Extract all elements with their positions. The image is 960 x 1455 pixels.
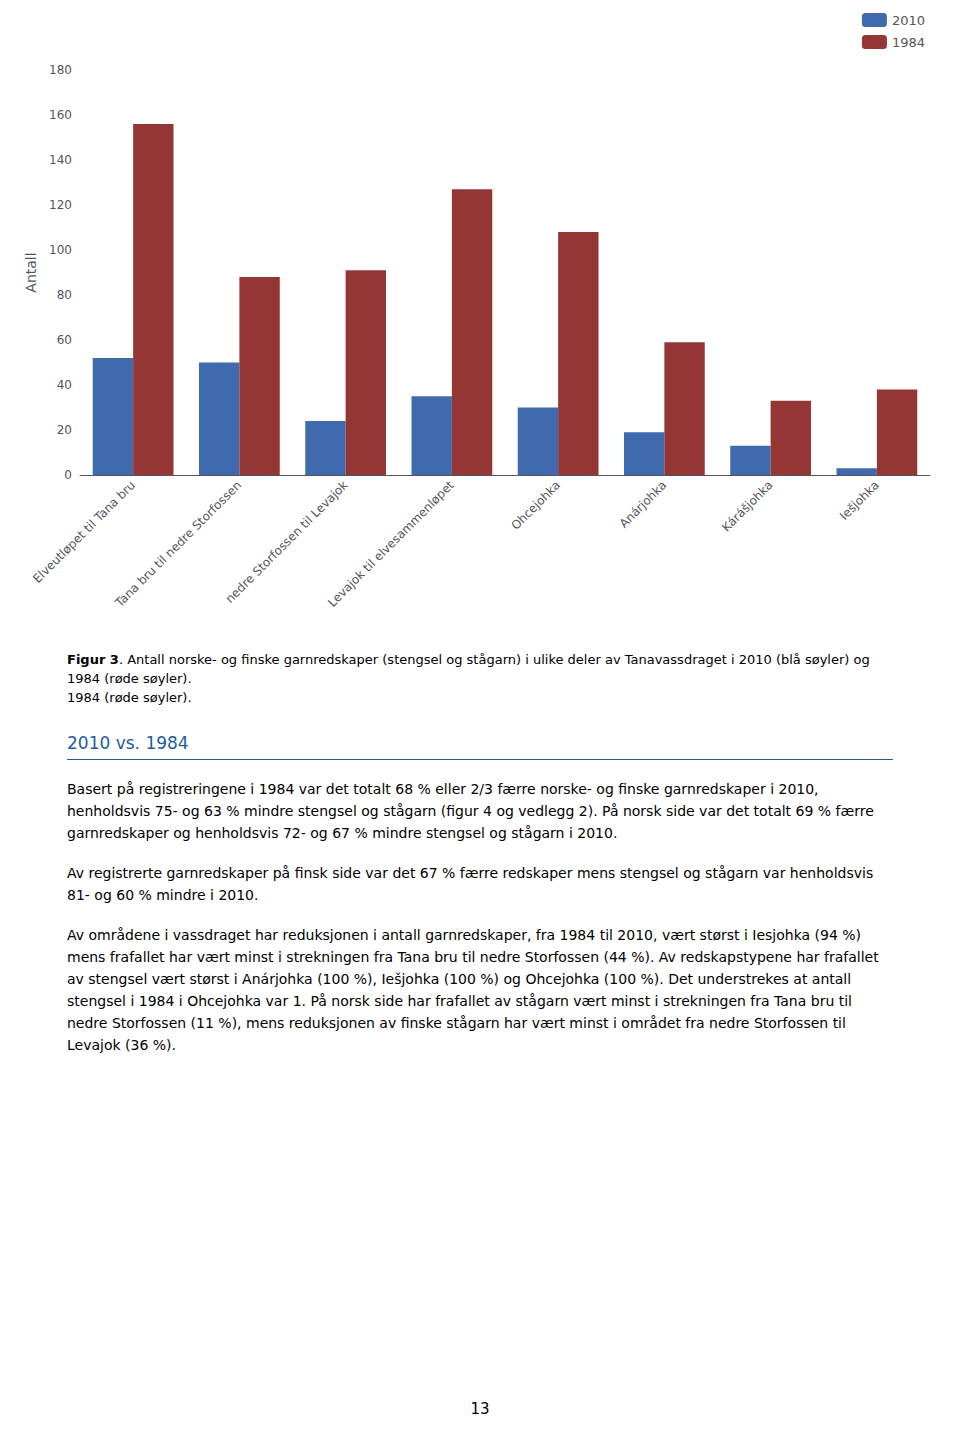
- svg-text:Anárjohka: Anárjohka: [617, 478, 670, 531]
- svg-text:2010: 2010: [892, 13, 925, 28]
- svg-text:0: 0: [64, 468, 72, 482]
- svg-text:80: 80: [57, 288, 72, 302]
- html-text:Basert på registreringene i 19: Basert på registreringene i 1984 var det…: [67, 781, 874, 841]
- svg-text:60: 60: [57, 333, 72, 347]
- svg-text:1984: 1984: [892, 35, 925, 50]
- svg-text:nedre Storfossen til Levajok: nedre Storfossen til Levajok: [223, 478, 351, 606]
- svg-text:Antall: Antall: [23, 252, 39, 292]
- svg-text:140: 140: [49, 153, 72, 167]
- svg-text:160: 160: [49, 108, 72, 122]
- svg-text:Kárášjohka: Kárášjohka: [719, 478, 775, 534]
- svg-text:100: 100: [49, 243, 72, 257]
- svg-text:Levajok til elvesammenløpet: Levajok til elvesammenløpet: [325, 478, 457, 610]
- svg-text:180: 180: [49, 63, 72, 77]
- svg-text:40: 40: [57, 378, 72, 392]
- html-text:2010 vs. 1984: 2010 vs. 1984: [67, 733, 189, 753]
- svg-text:120: 120: [49, 198, 72, 212]
- svg-text:Tana bru til nedre Storfossen: Tana bru til nedre Storfossen: [112, 478, 245, 611]
- svg-text:Iešjohka: Iešjohka: [837, 478, 882, 523]
- svg-text:Ohcejohka: Ohcejohka: [508, 478, 563, 533]
- html-text:Av områdene i vassdraget har r: Av områdene i vassdraget har reduksjonen…: [67, 927, 879, 1053]
- svg-text:20: 20: [57, 423, 72, 437]
- html-text:Av registrerte garnredskaper p: Av registrerte garnredskaper på finsk si…: [67, 865, 874, 903]
- html-text:Figur 3. Antall norske- og fin: Figur 3. Antall norske- og finske garnre…: [67, 652, 870, 686]
- svg-text:Elveutløpet til Tana bru: Elveutløpet til Tana bru: [30, 478, 138, 586]
- html-text:13: 13: [470, 1400, 490, 1418]
- html-text:1984 (røde søyler).: 1984 (røde søyler).: [67, 690, 192, 705]
